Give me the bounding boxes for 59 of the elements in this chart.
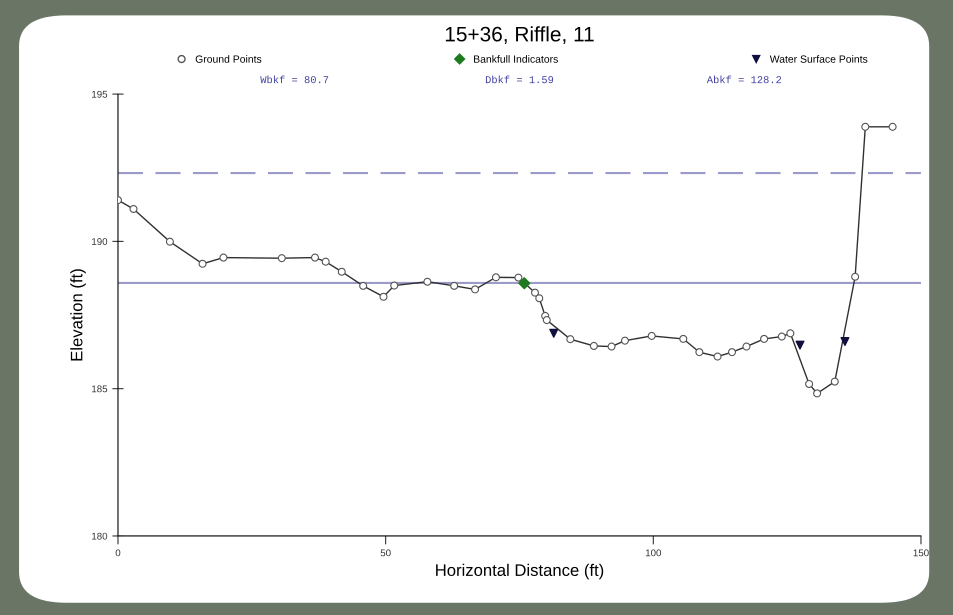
point <box>549 328 558 338</box>
point <box>359 282 368 290</box>
point <box>795 340 804 350</box>
point <box>492 273 500 282</box>
point <box>278 254 286 262</box>
chart-title: 15+36, Riffle, 11 <box>446 26 594 44</box>
point <box>760 334 768 343</box>
legend-label: Ground Points <box>196 55 262 63</box>
point <box>471 285 480 294</box>
point <box>742 342 750 351</box>
point <box>219 254 228 262</box>
point <box>423 278 432 286</box>
point <box>390 282 398 290</box>
point <box>861 122 870 131</box>
legend-label: Water Surface Points <box>770 55 868 63</box>
text: Abkf = 128.2 <box>706 76 782 84</box>
text: Wbkf = 80.7 <box>260 76 328 84</box>
x-tick-label: 150 <box>914 549 929 556</box>
point <box>310 254 320 262</box>
point <box>514 274 522 282</box>
point <box>518 277 530 290</box>
point <box>805 380 814 388</box>
point <box>166 238 174 246</box>
point <box>566 335 574 344</box>
x-axis-title: Horizontal Distance (ft) <box>436 564 604 580</box>
x-tick-label: 0 <box>116 549 120 556</box>
point <box>851 272 860 281</box>
point <box>322 258 330 266</box>
point <box>338 268 346 276</box>
y-tick-label: 185 <box>92 385 108 392</box>
point <box>786 329 794 338</box>
point <box>542 316 551 324</box>
point <box>888 122 897 131</box>
point <box>778 332 786 341</box>
point <box>608 342 616 351</box>
y-tick-label: 180 <box>92 532 108 540</box>
point <box>695 348 704 356</box>
y-axis-title: Elevation (ft) <box>70 269 86 360</box>
point <box>198 260 207 268</box>
point <box>728 348 736 356</box>
point <box>840 337 850 346</box>
point <box>830 378 839 386</box>
point <box>813 389 822 398</box>
point <box>620 336 629 345</box>
point <box>535 294 544 302</box>
y-tick-label: 195 <box>92 90 108 98</box>
point <box>129 204 138 214</box>
legend-label: Bankfull Indicators <box>474 55 558 63</box>
point <box>714 352 722 361</box>
point <box>379 292 388 301</box>
point <box>590 342 598 350</box>
point <box>679 334 688 343</box>
text: Dbkf = 1.59 <box>486 76 554 84</box>
x-tick-label: 100 <box>646 549 662 556</box>
x-tick-label: 50 <box>380 549 391 556</box>
point <box>450 282 458 290</box>
point <box>648 332 656 340</box>
y-tick-label: 190 <box>92 238 108 246</box>
point <box>530 288 540 297</box>
